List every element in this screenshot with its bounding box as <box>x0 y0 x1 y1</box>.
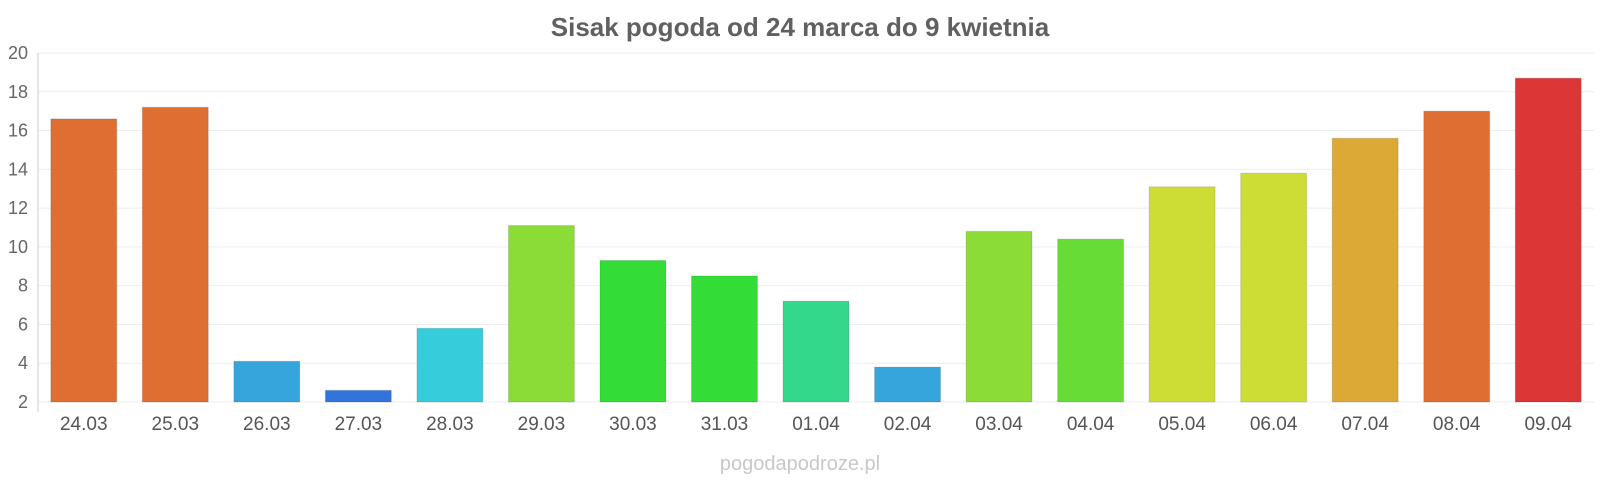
bar-05.04 <box>1148 186 1216 403</box>
bar-26.03 <box>233 360 301 403</box>
bar-03.04 <box>965 230 1033 403</box>
y-tick-label: 10 <box>8 237 28 257</box>
bar-31.03 <box>691 275 758 403</box>
bar-24.03 <box>50 118 118 403</box>
bar-25.03 <box>141 106 209 403</box>
x-tick-label: 09.04 <box>1524 414 1572 435</box>
x-tick-label: 27.03 <box>335 414 383 435</box>
bar-04.04 <box>1057 238 1125 403</box>
y-tick-label: 18 <box>8 82 28 102</box>
bars <box>50 77 1582 403</box>
x-tick-label: 05.04 <box>1158 414 1206 435</box>
bar-28.03 <box>416 327 484 403</box>
x-tick-label: 24.03 <box>60 414 108 435</box>
x-tick-label: 02.04 <box>884 414 932 435</box>
chart-title: Sisak pogoda od 24 marca do 9 kwietnia <box>551 12 1050 42</box>
bar-09.04 <box>1514 77 1582 403</box>
y-tick-label: 8 <box>18 276 28 296</box>
x-tick-label: 06.04 <box>1250 414 1298 435</box>
bar-07.04 <box>1331 137 1399 403</box>
x-tick-label: 30.03 <box>609 414 657 435</box>
x-tick-label: 26.03 <box>243 414 291 435</box>
x-tick-label: 31.03 <box>701 414 749 435</box>
bar-06.04 <box>1240 172 1308 403</box>
bar-08.04 <box>1423 110 1491 403</box>
y-tick-label: 16 <box>8 121 28 141</box>
y-tick-label: 4 <box>18 353 28 373</box>
x-tick-label: 01.04 <box>792 414 840 435</box>
x-tick-label: 25.03 <box>152 414 200 435</box>
x-tick-label: 03.04 <box>975 414 1023 435</box>
bar-29.03 <box>507 225 575 403</box>
bar-30.03 <box>599 259 667 403</box>
y-tick-label: 12 <box>8 198 28 218</box>
x-tick-label: 28.03 <box>426 414 474 435</box>
bar-01.04 <box>782 300 850 403</box>
y-tick-label: 14 <box>8 159 28 179</box>
watermark: pogodapodroze.pl <box>720 453 880 475</box>
y-axis: 2 4 6 8 10 12 14 16 18 20 <box>8 43 39 412</box>
x-tick-label: 04.04 <box>1067 414 1115 435</box>
bar-02.04 <box>874 366 941 403</box>
x-tick-label: 29.03 <box>518 414 566 435</box>
y-tick-label: 20 <box>8 43 28 63</box>
y-tick-label: 6 <box>18 314 28 334</box>
x-tick-label: 08.04 <box>1433 414 1481 435</box>
x-tick-label: 07.04 <box>1341 414 1389 435</box>
bar-27.03 <box>324 389 392 403</box>
y-tick-label: 2 <box>18 392 28 412</box>
x-axis: 24.03 25.03 26.03 27.03 28.03 29.03 30.03 31.03… <box>60 414 1572 435</box>
